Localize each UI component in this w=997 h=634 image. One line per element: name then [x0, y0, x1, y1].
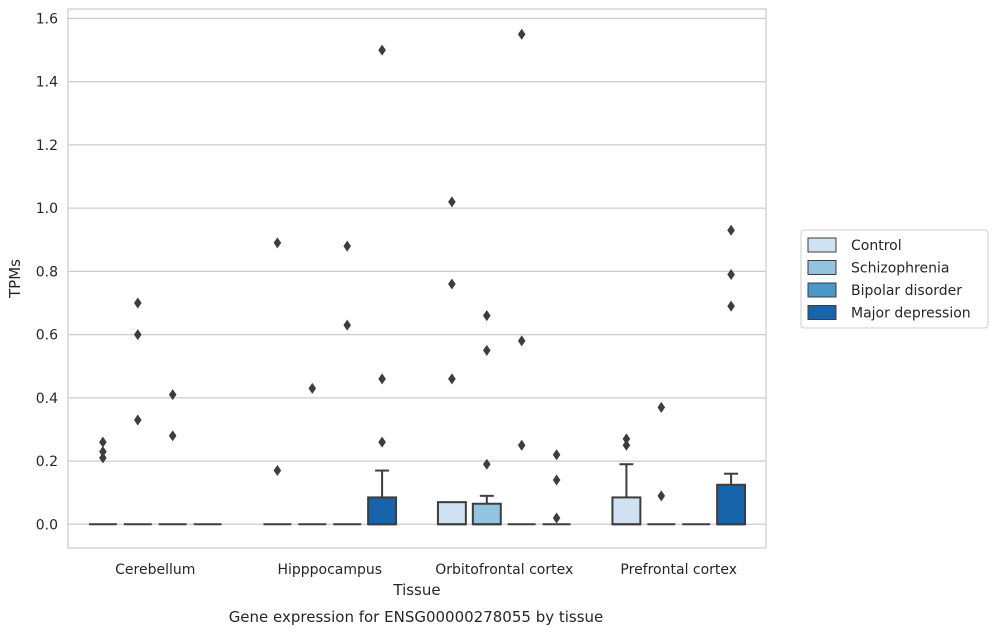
- outlier-point: [517, 28, 526, 40]
- box-body: [436, 501, 467, 526]
- box-prefrontal-cortex-schizophrenia: [647, 401, 676, 526]
- box-prefrontal-cortex-control: [611, 433, 642, 526]
- outlier-point: [552, 512, 561, 524]
- outlier-point: [378, 44, 386, 56]
- legend-swatch: [807, 260, 837, 275]
- y-tick-label: 1.0: [36, 201, 58, 217]
- box-orbitofrontal-cortex-control: [436, 196, 467, 526]
- box-orbitofrontal-cortex-schizophrenia: [471, 310, 502, 526]
- y-tick-label: 0.2: [36, 454, 58, 470]
- legend-label: Schizophrenia: [851, 261, 949, 277]
- box-hipppocampus-bipolar-disorder: [333, 240, 362, 526]
- plot-area: [88, 28, 747, 526]
- outlier-point: [448, 278, 456, 290]
- outlier-point: [552, 474, 561, 486]
- legend-label: Control: [851, 238, 902, 254]
- box-hipppocampus-control: [263, 237, 292, 526]
- y-tick-label: 0.0: [36, 517, 58, 533]
- plot-frame: [67, 8, 767, 549]
- outlier-point: [517, 335, 526, 347]
- outlier-point: [622, 439, 631, 451]
- x-axis-label: Tissue: [392, 581, 440, 599]
- outlier-point: [448, 373, 456, 385]
- y-tick-label: 0.6: [36, 328, 58, 344]
- chart-caption: Gene expression for ENSG00000278055 by t…: [229, 608, 604, 626]
- outlier-point: [308, 382, 317, 394]
- box-cerebellum-control: [88, 436, 117, 526]
- box-body: [471, 502, 502, 526]
- outlier-point: [134, 329, 142, 341]
- y-tick-label: 1.6: [36, 11, 58, 27]
- x-tick-label: Prefrontal cortex: [620, 562, 737, 578]
- y-axis-ticks: 0.0 0.2 0.4 0.6 0.8 1.0 1.2 1.4 1.6: [36, 11, 58, 533]
- outlier-point: [99, 452, 107, 464]
- box-hipppocampus-major-depression: [367, 44, 398, 526]
- box-cerebellum-schizophrenia: [123, 297, 152, 526]
- outlier-point: [99, 446, 107, 458]
- box-hipppocampus-schizophrenia: [298, 382, 327, 526]
- legend-swatch: [807, 282, 837, 298]
- outlier-point: [517, 439, 526, 451]
- outlier-point: [483, 458, 491, 470]
- box-orbitofrontal-cortex-major-depression: [542, 449, 571, 526]
- box-body: [611, 496, 642, 526]
- outlier-point: [448, 196, 456, 208]
- y-tick-label: 1.2: [36, 138, 58, 154]
- y-axis-label: TPMs: [6, 259, 24, 299]
- outlier-point: [134, 414, 142, 426]
- legend-swatch: [807, 237, 837, 253]
- box-orbitofrontal-cortex-bipolar-disorder: [507, 28, 536, 526]
- outlier-point: [378, 373, 386, 385]
- x-tick-label: Hipppocampus: [277, 562, 382, 578]
- y-tick-label: 0.4: [36, 391, 58, 407]
- outlier-point: [168, 389, 177, 401]
- outlier-point: [727, 269, 735, 281]
- outlier-point: [483, 310, 491, 322]
- outlier-point: [343, 240, 351, 252]
- box-cerebellum-bipolar-disorder: [158, 389, 187, 526]
- legend-label: Major depression: [851, 306, 971, 322]
- outlier-point: [622, 433, 631, 445]
- x-tick-label: Cerebellum: [115, 562, 195, 578]
- x-axis-ticks: Cerebellum Hipppocampus Orbitofrontal cort…: [115, 562, 737, 578]
- outlier-point: [343, 319, 351, 331]
- y-tick-label: 0.8: [36, 264, 58, 280]
- legend-swatch: [807, 305, 837, 320]
- box-prefrontal-cortex-major-depression: [716, 224, 747, 526]
- outlier-point: [273, 465, 282, 477]
- y-tick-label: 1.4: [36, 75, 58, 91]
- outlier-point: [727, 224, 735, 236]
- outlier-point: [483, 344, 491, 356]
- box-body: [367, 496, 398, 526]
- legend: Control Schizophrenia Bipolar disorder Majo…: [800, 229, 989, 329]
- outlier-point: [552, 449, 561, 461]
- outlier-point: [273, 237, 282, 249]
- outlier-point: [99, 436, 107, 448]
- legend-frame: [800, 229, 989, 329]
- outlier-point: [657, 490, 666, 502]
- x-tick-label: Orbitofrontal cortex: [435, 562, 573, 578]
- legend-label: Bipolar disorder: [851, 283, 962, 299]
- outlier-point: [727, 300, 735, 312]
- outlier-point: [378, 436, 386, 448]
- outlier-point: [657, 401, 666, 413]
- outlier-point: [134, 297, 142, 309]
- box-body: [716, 483, 747, 526]
- outlier-point: [168, 430, 177, 442]
